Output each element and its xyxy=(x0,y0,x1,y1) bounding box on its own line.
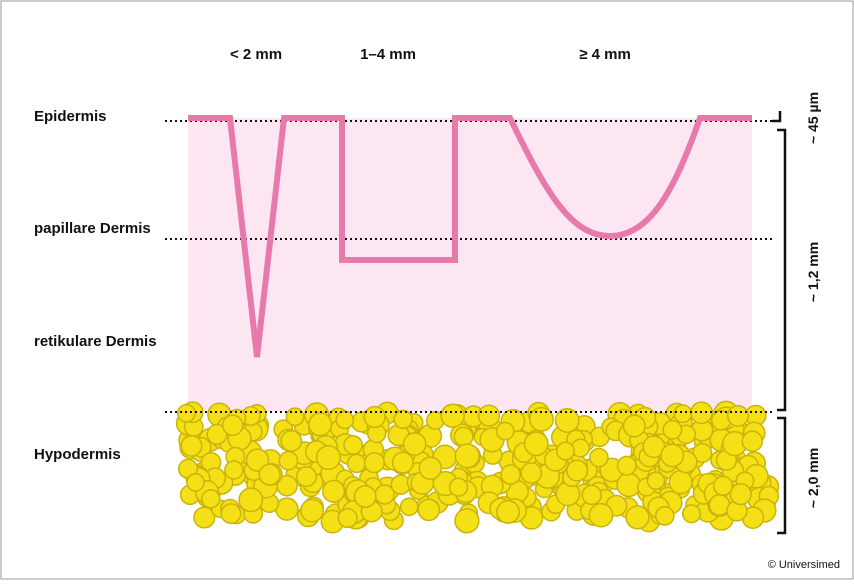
fat-cell xyxy=(654,506,675,526)
fat-cell xyxy=(581,484,602,506)
fat-cell xyxy=(588,502,614,528)
fat-cell xyxy=(668,470,693,495)
fat-cell xyxy=(280,430,303,452)
fat-cell xyxy=(363,405,386,429)
layer-label: Epidermis xyxy=(34,108,107,125)
fat-cell xyxy=(556,441,575,461)
scale-label: ~ 1,2 mm xyxy=(805,242,821,302)
fat-cell xyxy=(295,466,318,488)
fat-cell xyxy=(238,487,264,513)
fat-cell xyxy=(454,443,480,469)
fat-cell xyxy=(673,404,693,424)
fat-cell xyxy=(453,426,474,447)
layer-label: Hypodermis xyxy=(34,446,121,463)
fat-cell xyxy=(275,497,299,521)
fat-cell xyxy=(186,473,205,492)
fat-cell xyxy=(258,463,281,486)
fat-cell xyxy=(681,504,702,524)
fat-cell xyxy=(448,477,469,497)
fat-cell xyxy=(245,448,270,472)
fat-cell xyxy=(399,497,419,517)
fat-cell xyxy=(221,414,244,437)
fat-cell xyxy=(374,484,395,505)
fat-cell xyxy=(393,409,413,430)
bracket xyxy=(777,416,787,535)
scale-label: ~ 45 µm xyxy=(805,92,821,144)
dermis-area xyxy=(188,118,752,412)
fat-cell xyxy=(363,452,385,474)
fat-cell xyxy=(727,404,749,427)
scale-brackets xyxy=(772,111,787,535)
fat-cell xyxy=(335,410,355,430)
fat-cell xyxy=(616,455,637,476)
fat-cell xyxy=(418,456,443,481)
fat-cell xyxy=(224,460,244,480)
fat-cell xyxy=(440,403,465,428)
fat-cell xyxy=(322,479,346,503)
fat-cell xyxy=(566,459,589,482)
fat-cell xyxy=(337,508,358,529)
fat-cell xyxy=(180,434,203,457)
layer-label: papillare Dermis xyxy=(34,220,151,237)
fat-cell xyxy=(343,435,363,455)
fat-cell xyxy=(500,464,521,485)
fat-cell xyxy=(662,419,683,440)
column-label: 1–4 mm xyxy=(360,46,416,63)
fat-cell xyxy=(176,403,196,423)
fat-cell xyxy=(308,412,333,437)
fat-cell xyxy=(495,421,515,441)
scale-label: ~ 2,0 mm xyxy=(805,448,821,508)
fat-cell xyxy=(625,505,650,530)
fat-cell xyxy=(353,485,377,508)
bracket xyxy=(772,111,782,123)
column-label: ≥ 4 mm xyxy=(579,46,631,63)
fat-cell xyxy=(417,498,441,522)
fat-cell xyxy=(554,408,580,433)
fat-cell xyxy=(660,443,685,468)
fat-cell xyxy=(646,471,666,491)
column-label: < 2 mm xyxy=(230,46,282,63)
fat-cell xyxy=(712,475,734,496)
fat-cell xyxy=(278,450,299,471)
fat-cell xyxy=(523,431,549,457)
layer-label: retikulare Dermis xyxy=(34,333,157,350)
fat-cell xyxy=(622,414,646,438)
fat-cell xyxy=(729,482,752,506)
fat-cell xyxy=(201,489,221,509)
bracket xyxy=(777,128,787,412)
fat-cell xyxy=(589,447,609,468)
copyright: © Universimed xyxy=(768,559,840,571)
fat-cell xyxy=(741,430,764,452)
epidermis-profile xyxy=(188,115,752,358)
fat-cell xyxy=(529,406,554,432)
fat-cell xyxy=(496,499,521,524)
fat-cell xyxy=(220,503,242,525)
fat-cells xyxy=(175,400,780,534)
fat-cell xyxy=(285,407,305,427)
fat-cell xyxy=(520,462,543,484)
fat-cell xyxy=(402,432,427,456)
fat-cell xyxy=(300,498,325,523)
fat-cell xyxy=(391,451,414,474)
fat-cell xyxy=(315,444,341,471)
fat-cell xyxy=(616,472,642,498)
fat-cell xyxy=(206,423,228,445)
fat-cell xyxy=(477,404,501,427)
fat-cell xyxy=(454,508,480,534)
fat-cell xyxy=(346,453,367,474)
